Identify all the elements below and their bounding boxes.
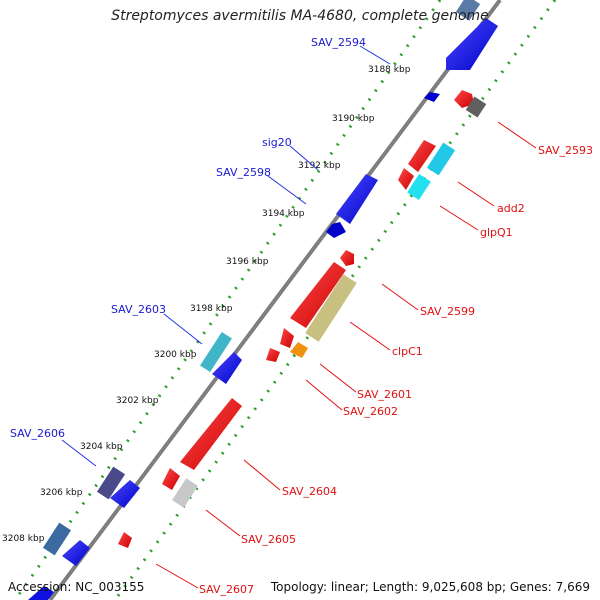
- gene-small-arrow[interactable]: [424, 92, 440, 102]
- label-SAV_2603[interactable]: SAV_2603: [111, 303, 166, 316]
- forward-labels: SAV_2594 sig20 SAV_2598 SAV_2603 SAV_260…: [10, 36, 366, 440]
- tick-label: 3204 kbp: [80, 442, 123, 452]
- genome-summary-text: Topology: linear; Length: 9,025,608 bp; …: [270, 580, 590, 594]
- forward-dotted-track: [13, 0, 442, 600]
- gene-sig20[interactable]: [326, 222, 346, 238]
- gene-SAV_2602[interactable]: [290, 342, 308, 358]
- label-SAV_2604[interactable]: SAV_2604: [282, 485, 337, 498]
- tick-label: 3202 kbp: [116, 396, 159, 406]
- label-SAV_2602[interactable]: SAV_2602: [343, 405, 398, 418]
- forward-genes: [28, 0, 498, 600]
- label-SAV_2593[interactable]: SAV_2593: [538, 144, 593, 157]
- gene-red-2601b[interactable]: [266, 348, 280, 362]
- gene-red-add2a[interactable]: [408, 140, 436, 172]
- label-add2[interactable]: add2: [497, 202, 525, 215]
- gene-SAV_2598[interactable]: [336, 174, 378, 224]
- tick-labels: 3188 kbp 3190 kbp 3192 kbp 3194 kbp 3196…: [2, 65, 411, 544]
- accession-text: Accession: NC_003155: [8, 580, 145, 594]
- gene-red-add2b[interactable]: [398, 168, 414, 190]
- gene-blue-bottom[interactable]: [62, 540, 90, 566]
- tick-label: 3188 kbp: [368, 65, 411, 75]
- tick-label: 3192 kbp: [298, 161, 341, 171]
- tracks: [13, 0, 557, 600]
- reverse-labels: SAV_2593 add2 glpQ1 SAV_2599 clpC1 SAV_2…: [199, 144, 593, 596]
- map-title: Streptomyces avermitilis MA-4680, comple…: [111, 8, 489, 24]
- label-SAV_2599[interactable]: SAV_2599: [420, 305, 475, 318]
- reverse-genes: [118, 90, 487, 548]
- gene-red-2605a[interactable]: [162, 468, 180, 490]
- gene-SAV_2606-purple[interactable]: [96, 466, 126, 500]
- gene-clpC1[interactable]: [305, 274, 357, 342]
- tick-label: 3194 kbp: [262, 209, 305, 219]
- tick-label: 3200 kbp: [154, 350, 197, 360]
- gene-SAV_2604[interactable]: [180, 398, 242, 470]
- tick-label: 3196 kbp: [226, 257, 269, 267]
- reverse-label-lines: [155, 121, 537, 589]
- gene-SAV_2594[interactable]: [446, 18, 498, 70]
- gene-red-2601a[interactable]: [280, 328, 294, 348]
- genome-backbone: [48, 0, 502, 600]
- gene-top-box[interactable]: [455, 0, 481, 21]
- gene-steelblue[interactable]: [42, 522, 72, 556]
- gene-SAV_2607[interactable]: [118, 532, 132, 548]
- gene-SAV_2603-cyan[interactable]: [200, 331, 232, 373]
- gene-SAV_2599[interactable]: [290, 262, 346, 328]
- gene-SAV_2593[interactable]: [465, 96, 487, 118]
- gene-blue-edge[interactable]: [28, 586, 54, 600]
- gene-red-2599a[interactable]: [340, 250, 354, 266]
- gene-red-2593a[interactable]: [454, 90, 474, 108]
- tick-label: 3206 kbp: [40, 488, 83, 498]
- label-SAV_2601[interactable]: SAV_2601: [357, 388, 412, 401]
- tick-label: 3190 kbp: [332, 114, 375, 124]
- tick-label: 3198 kbp: [190, 304, 233, 314]
- label-clpC1[interactable]: clpC1: [392, 345, 423, 358]
- label-sig20[interactable]: sig20: [262, 136, 292, 149]
- label-SAV_2606[interactable]: SAV_2606: [10, 427, 65, 440]
- label-SAV_2605[interactable]: SAV_2605: [241, 533, 296, 546]
- label-SAV_2607[interactable]: SAV_2607: [199, 583, 254, 596]
- forward-label-lines: [61, 45, 391, 467]
- gene-blue-2606b[interactable]: [110, 480, 140, 508]
- tick-label: 3208 kbp: [2, 534, 45, 544]
- label-SAV_2594[interactable]: SAV_2594: [311, 36, 366, 49]
- gene-SAV_2603[interactable]: [212, 352, 242, 384]
- label-SAV_2598[interactable]: SAV_2598: [216, 166, 271, 179]
- label-glpQ1[interactable]: glpQ1: [480, 226, 513, 239]
- gene-add2[interactable]: [426, 142, 456, 176]
- gene-glpQ1[interactable]: [407, 173, 431, 201]
- gene-SAV_2605[interactable]: [172, 478, 198, 508]
